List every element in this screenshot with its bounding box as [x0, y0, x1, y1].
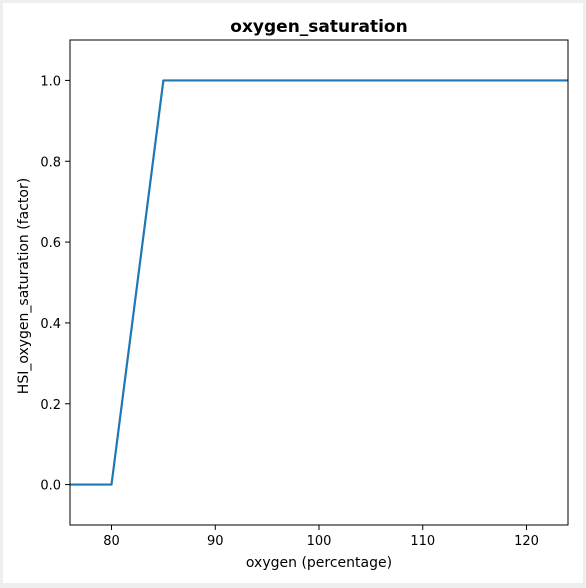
- x-tick-label-120: 120: [514, 534, 539, 549]
- x-axis: 80 90 100 110 120: [103, 525, 539, 549]
- y-tick-label-3: 0.6: [40, 236, 61, 251]
- x-tick-label-100: 100: [307, 534, 332, 549]
- x-tick-label-90: 90: [207, 534, 224, 549]
- y-tick-label-1: 0.2: [40, 398, 61, 413]
- y-tick-label-5: 1.0: [40, 74, 61, 89]
- plot-area: [69, 39, 569, 526]
- y-axis: 0.0 0.2 0.4 0.6 0.8 1.0: [40, 74, 70, 494]
- chart: oxygen_saturation 80 90 100 110 120 0.00.20.…: [16, 17, 569, 571]
- y-tick-label-4: 0.8: [40, 155, 61, 170]
- y-axis-label: HSI_oxygen_saturation (factor): [16, 178, 32, 394]
- x-axis-label: oxygen (percentage): [246, 555, 392, 571]
- figure: oxygen_saturation 80 90 100 110 120 0.0 0.2 0.…: [3, 3, 583, 583]
- y-tick-label-2: 0.4: [40, 317, 61, 332]
- x-tick-label-80: 80: [103, 534, 120, 549]
- y-tick-label-0: 0.0: [40, 479, 61, 494]
- series-line-0: [70, 79, 568, 486]
- x-tick-label-110: 110: [410, 534, 435, 549]
- plot-frame: [69, 39, 569, 526]
- chart-title: oxygen_saturation: [230, 17, 407, 37]
